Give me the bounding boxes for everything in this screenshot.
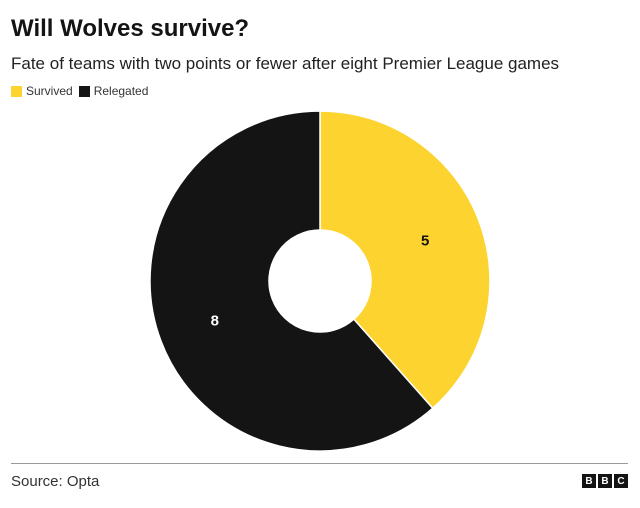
bbc-logo-letter-3: C [614,474,628,488]
slice-survived [319,110,491,410]
data-label-survived: 5 [421,233,429,250]
chart-subtitle: Fate of teams with two points or fewer a… [11,54,560,73]
data-label-relegated: 8 [211,312,219,329]
legend-swatch-survived [11,85,22,97]
legend-item-relegated: Relegated [78,84,149,98]
bbc-logo: B B C [580,474,628,488]
chart-legend: Survived Relegated [11,84,154,98]
legend-label-survived: Survived [26,84,73,98]
donut-chart: 58 [149,110,491,452]
bbc-logo-letter-2: B [598,474,612,488]
footer-divider [11,463,628,464]
slice-relegated [149,110,434,452]
source-note: Source: Opta [11,473,100,490]
legend-swatch-relegated [78,85,90,97]
bbc-logo-letter-1: B [582,474,596,488]
legend-label-relegated: Relegated [93,84,149,98]
chart-title: Will Wolves survive? [11,15,250,42]
legend-item-survived: Survived [11,84,73,98]
